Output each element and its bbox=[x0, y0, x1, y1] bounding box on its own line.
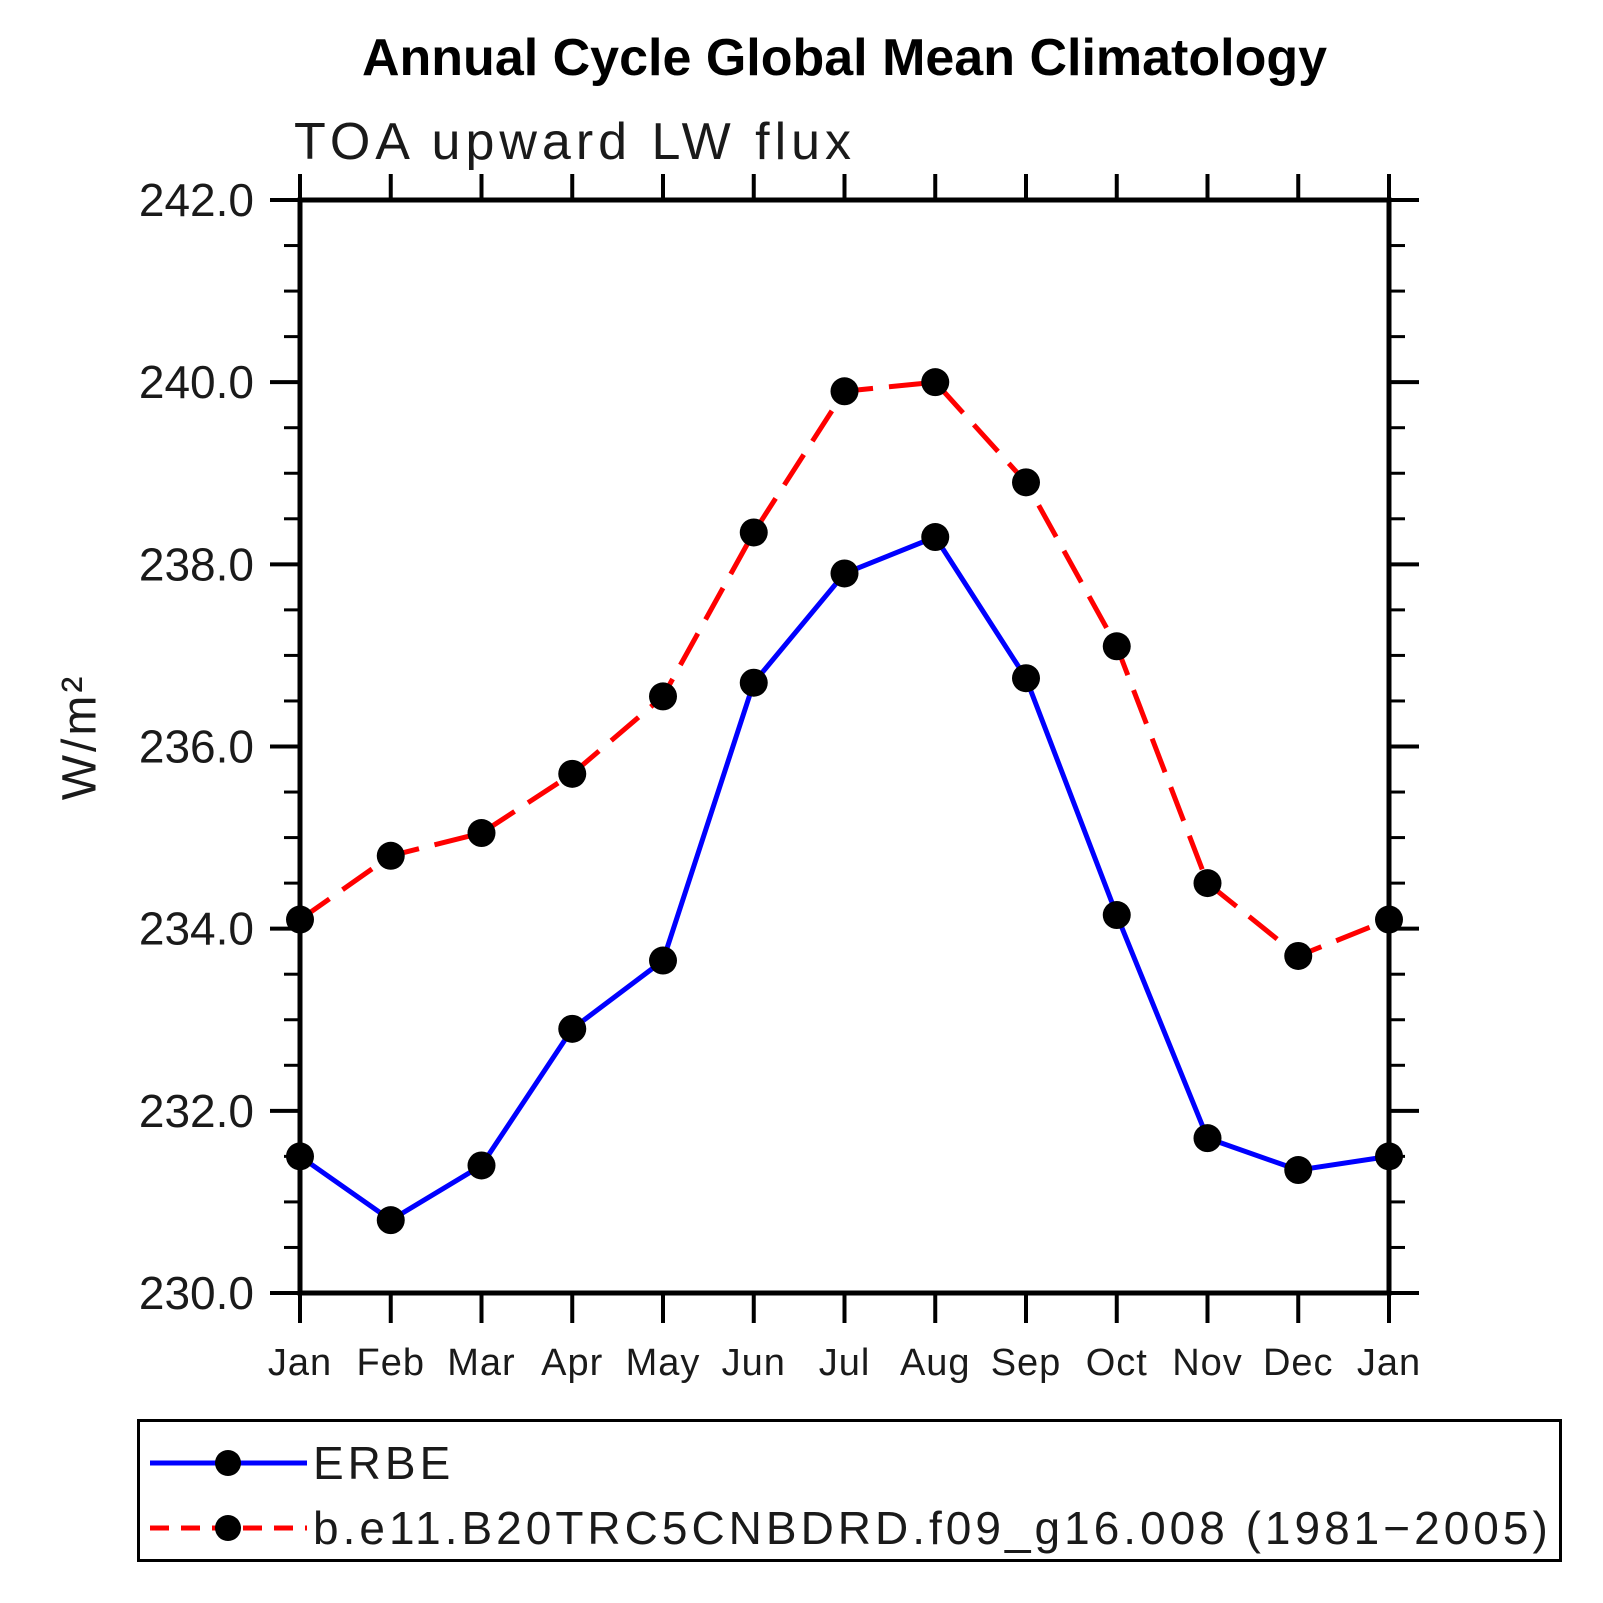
x-tick-label: Dec bbox=[1263, 1342, 1334, 1384]
x-tick-label: Apr bbox=[541, 1342, 603, 1384]
data-point-marker bbox=[1102, 901, 1131, 930]
x-tick-label: Jun bbox=[722, 1342, 786, 1384]
data-point-marker bbox=[1012, 664, 1040, 693]
y-tick-label: 242.0 bbox=[139, 174, 254, 226]
x-tick-label: Jan bbox=[268, 1342, 332, 1384]
x-tick-label: Jul bbox=[819, 1342, 871, 1384]
y-tick-label: 234.0 bbox=[139, 903, 254, 955]
data-point-marker bbox=[376, 1206, 405, 1235]
data-point-marker bbox=[1375, 1142, 1403, 1171]
data-point-marker bbox=[1375, 905, 1403, 934]
x-tick-label: May bbox=[626, 1342, 701, 1384]
x-tick-label: Oct bbox=[1086, 1342, 1148, 1384]
legend-item: b.e11.B20TRC5CNBDRD.f09_g16.008 (1981−20… bbox=[146, 1501, 1552, 1555]
data-point-marker bbox=[1193, 1124, 1222, 1153]
data-point-marker bbox=[1284, 1156, 1313, 1185]
x-tick-label: Mar bbox=[447, 1342, 515, 1384]
legend-label: b.e11.B20TRC5CNBDRD.f09_g16.008 (1981−20… bbox=[313, 1502, 1552, 1554]
series-line bbox=[298, 379, 1390, 959]
chart-title: Annual Cycle Global Mean Climatology bbox=[361, 29, 1328, 87]
legend-marker-icon bbox=[215, 1450, 241, 1476]
data-point-marker bbox=[376, 841, 405, 870]
y-tick-label: 236.0 bbox=[139, 721, 254, 773]
legend-line-sample bbox=[150, 1450, 307, 1476]
series-line bbox=[298, 533, 1390, 1224]
y-tick-label: 240.0 bbox=[139, 356, 254, 408]
legend-line-sample bbox=[150, 1515, 307, 1541]
data-point-marker bbox=[558, 759, 587, 788]
data-point-marker bbox=[921, 368, 950, 397]
x-tick-label: Nov bbox=[1172, 1342, 1243, 1384]
data-point-marker bbox=[830, 559, 859, 588]
legend-label: ERBE bbox=[313, 1437, 455, 1489]
x-tick-label: Sep bbox=[991, 1342, 1062, 1384]
data-point-marker bbox=[1284, 941, 1313, 970]
data-point-marker bbox=[1012, 468, 1040, 497]
series-model bbox=[286, 368, 1403, 970]
data-point-marker bbox=[830, 377, 859, 406]
data-point-marker bbox=[286, 905, 314, 934]
x-tick-label: Feb bbox=[357, 1342, 425, 1384]
data-point-marker bbox=[467, 1151, 496, 1180]
data-point-marker bbox=[286, 1142, 314, 1171]
series-erbe bbox=[286, 523, 1403, 1235]
data-point-marker bbox=[921, 523, 950, 552]
legend-box: ERBE b.e11.B20TRC5CNBDRD.f09_g16.008 (198… bbox=[137, 1419, 1562, 1562]
data-point-marker bbox=[649, 946, 677, 975]
tick-labels: 242.0 240.0 238.0 236.0 234.0 232.0 230.0 Jan Fe… bbox=[139, 174, 1421, 1384]
axes bbox=[270, 174, 1419, 1323]
data-point-marker bbox=[739, 518, 768, 547]
y-tick-label: 230.0 bbox=[139, 1267, 254, 1319]
data-point-marker bbox=[1193, 869, 1222, 898]
x-tick-label: Aug bbox=[900, 1342, 971, 1384]
chart-subtitle: TOA upward LW flux bbox=[294, 113, 857, 171]
data-point-marker bbox=[1102, 632, 1131, 661]
data-point-marker bbox=[649, 682, 677, 711]
y-tick-label: 232.0 bbox=[139, 1085, 254, 1137]
y-tick-label: 238.0 bbox=[139, 538, 254, 590]
plot-frame bbox=[297, 197, 1392, 1296]
legend-item: ERBE bbox=[146, 1436, 454, 1490]
data-point-marker bbox=[467, 819, 496, 848]
data-point-marker bbox=[739, 668, 768, 697]
legend-marker-icon bbox=[215, 1515, 241, 1541]
data-point-marker bbox=[558, 1014, 587, 1043]
x-tick-label: Jan bbox=[1357, 1342, 1421, 1384]
